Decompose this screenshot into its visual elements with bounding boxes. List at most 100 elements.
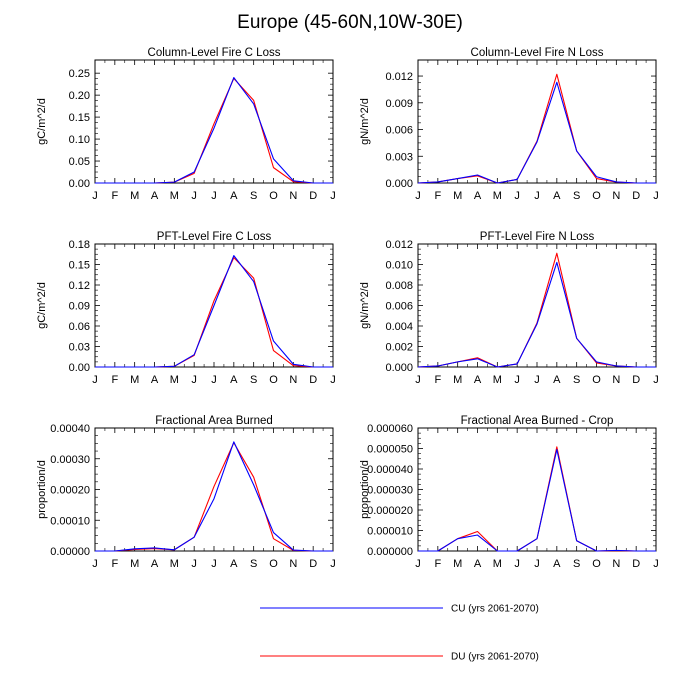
x-tick-label: A: [151, 558, 159, 570]
x-tick-label: O: [592, 558, 601, 570]
x-tick-label: S: [573, 374, 580, 386]
panel-title: Column-Level Fire N Loss: [471, 47, 604, 59]
y-tick-label: 0.000: [385, 362, 413, 374]
x-tick-label: D: [309, 558, 317, 570]
x-tick-label: M: [493, 558, 502, 570]
x-tick-label: M: [130, 190, 139, 202]
y-tick-label: 0.18: [69, 239, 90, 251]
panel-title: Fractional Area Burned: [155, 415, 273, 427]
x-tick-label: O: [269, 374, 278, 386]
y-tick-label: 0.25: [69, 68, 90, 80]
plot-frame: [417, 59, 657, 184]
x-tick-label: O: [269, 558, 278, 570]
x-tick-label: D: [632, 558, 640, 570]
x-tick-label: J: [191, 558, 197, 570]
x-tick-label: A: [474, 190, 482, 202]
x-tick-label: A: [553, 190, 561, 202]
panel-title: Fractional Area Burned - Crop: [461, 415, 614, 427]
series-line-cu: [95, 255, 333, 368]
x-tick-label: M: [170, 558, 179, 570]
y-tick-label: 0.012: [385, 239, 413, 251]
y-tick-label: 0.008: [385, 280, 413, 292]
y-tick-label: 0.12: [69, 280, 90, 292]
x-tick-label: A: [474, 374, 482, 386]
x-tick-label: J: [653, 190, 659, 202]
x-tick-label: J: [653, 374, 659, 386]
plot-frame: [417, 243, 657, 368]
x-tick-label: O: [592, 190, 601, 202]
x-tick-label: M: [453, 190, 462, 202]
y-tick-label: 0.10: [69, 134, 90, 146]
x-tick-label: A: [230, 190, 238, 202]
y-tick-label: 0.00: [69, 178, 90, 190]
series-line-cu: [417, 261, 656, 368]
x-tick-label: S: [250, 374, 257, 386]
x-tick-label: J: [211, 374, 217, 386]
y-tick-label: 0.006: [385, 301, 413, 313]
x-tick-label: J: [534, 558, 540, 570]
x-tick-label: F: [111, 558, 118, 570]
x-tick-label: J: [330, 190, 336, 202]
x-tick-label: M: [130, 558, 139, 570]
y-tick-label: 0.15: [69, 112, 90, 124]
y-tick-label: 0.00000: [50, 546, 90, 558]
series-line-du: [417, 252, 656, 368]
x-tick-label: M: [453, 374, 462, 386]
x-tick-label: D: [309, 190, 317, 202]
chart-panel-6: Fractional Area Burned - Crop proportion/…: [359, 415, 659, 570]
x-tick-label: J: [330, 558, 336, 570]
x-tick-label: N: [612, 558, 620, 570]
series-line-du: [95, 257, 333, 368]
y-tick-label: 0.20: [69, 90, 90, 102]
x-tick-label: J: [415, 374, 421, 386]
x-tick-label: O: [592, 374, 601, 386]
x-tick-label: M: [493, 374, 502, 386]
x-tick-label: J: [534, 374, 540, 386]
y-tick-label: 0.03: [69, 342, 90, 354]
series-line-du: [95, 77, 333, 184]
y-tick-label: 0.002: [385, 342, 413, 354]
x-tick-label: S: [573, 190, 580, 202]
x-tick-label: J: [514, 190, 520, 202]
y-tick-label: 0.009: [385, 98, 413, 110]
panel-title: PFT-Level Fire C Loss: [157, 231, 272, 243]
y-tick-label: 0.09: [69, 301, 90, 313]
y-tick-label: 0.00030: [50, 454, 90, 466]
series-line-cu: [418, 448, 656, 552]
y-tick-label: 0.000010: [367, 526, 413, 538]
x-tick-label: M: [170, 374, 179, 386]
y-tick-label: 0.15: [69, 260, 90, 272]
x-tick-label: N: [612, 374, 620, 386]
x-tick-label: S: [250, 558, 257, 570]
plot-frame: [94, 427, 334, 552]
x-tick-label: O: [269, 190, 278, 202]
x-tick-label: D: [632, 374, 640, 386]
x-tick-label: J: [191, 190, 197, 202]
x-tick-label: J: [92, 558, 98, 570]
y-tick-label: 0.000: [385, 178, 413, 190]
x-tick-label: A: [151, 374, 159, 386]
x-tick-label: J: [211, 190, 217, 202]
x-tick-label: J: [653, 558, 659, 570]
x-tick-label: J: [514, 374, 520, 386]
y-axis-label: gN/m^2/d: [359, 282, 371, 329]
series-line-cu: [95, 77, 333, 184]
y-tick-label: 0.000030: [367, 485, 413, 497]
x-tick-label: A: [230, 374, 238, 386]
x-tick-label: F: [434, 374, 441, 386]
y-tick-label: 0.000060: [367, 423, 413, 435]
x-tick-label: F: [111, 374, 118, 386]
y-axis-label: proportion/d: [359, 460, 371, 519]
x-tick-label: M: [493, 190, 502, 202]
x-tick-label: A: [151, 190, 159, 202]
series-line-du: [95, 442, 333, 552]
figure-title: Europe (45-60N,10W-30E): [237, 12, 463, 33]
x-tick-label: J: [415, 558, 421, 570]
y-tick-label: 0.00040: [50, 423, 90, 435]
